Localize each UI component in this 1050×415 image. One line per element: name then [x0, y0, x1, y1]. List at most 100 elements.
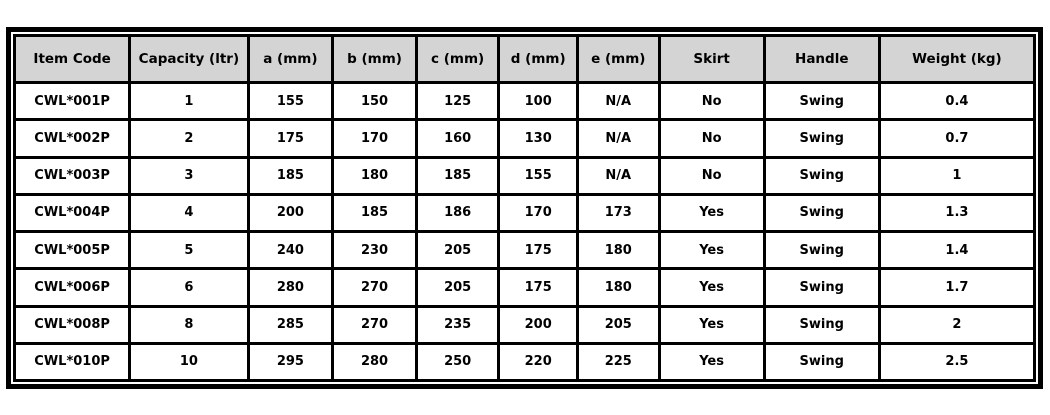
table-cell: 3 — [128, 155, 250, 196]
table-cell: 205 — [414, 229, 501, 271]
column-header: b (mm) — [331, 34, 418, 84]
table-cell: Swing — [762, 118, 881, 159]
table-row: CWL*002P 2 175 170 160 130 N/A No Swing 0.7 — [12, 118, 1037, 159]
table-cell: 270 — [331, 267, 418, 308]
table-cell: 155 — [246, 80, 335, 122]
table-cell: Yes — [657, 229, 766, 271]
table-cell: 205 — [575, 304, 661, 345]
table-cell: CWL*005P — [12, 229, 132, 271]
table-cell: 280 — [331, 341, 418, 383]
column-header: Skirt — [657, 34, 766, 84]
table-cell: 0.4 — [877, 80, 1037, 122]
table-row: CWL*005P 5 240 230 205 175 180 Yes Swing 1.4 — [12, 229, 1037, 271]
column-header: a (mm) — [246, 34, 335, 84]
table-cell: 173 — [575, 192, 661, 234]
table-cell: 150 — [331, 80, 418, 122]
product-spec-table-frame: Item Code Capacity (ltr) a (mm) b (mm) c (mm… — [6, 27, 1043, 389]
table-cell: 5 — [128, 229, 250, 271]
product-spec-table: Item Code Capacity (ltr) a (mm) b (mm) c (mm… — [12, 34, 1037, 383]
table-cell: 185 — [246, 155, 335, 196]
column-header: Weight (kg) — [877, 34, 1037, 84]
table-cell: CWL*003P — [12, 155, 132, 196]
column-header: Handle — [762, 34, 881, 84]
table-row: CWL*006P 6 280 270 205 175 180 Yes Swing 1.7 — [12, 267, 1037, 308]
table-cell: 4 — [128, 192, 250, 234]
table-cell: 130 — [497, 118, 579, 159]
table-cell: Swing — [762, 229, 881, 271]
header-row: Item Code Capacity (ltr) a (mm) b (mm) c (mm… — [12, 34, 1037, 84]
table-cell: Yes — [657, 304, 766, 345]
column-header: Capacity (ltr) — [128, 34, 250, 84]
table-cell: 250 — [414, 341, 501, 383]
table-cell: 175 — [497, 267, 579, 308]
table-cell: No — [657, 155, 766, 196]
table-cell: 6 — [128, 267, 250, 308]
table-cell: 160 — [414, 118, 501, 159]
table-row: CWL*010P 10 295 280 250 220 225 Yes Swing 2.5 — [12, 341, 1037, 383]
table-cell: 185 — [414, 155, 501, 196]
table-cell: 240 — [246, 229, 335, 271]
table-cell: Yes — [657, 341, 766, 383]
table-cell: 185 — [331, 192, 418, 234]
table-cell: CWL*006P — [12, 267, 132, 308]
table-cell: 295 — [246, 341, 335, 383]
table-cell: Swing — [762, 192, 881, 234]
table-cell: 8 — [128, 304, 250, 345]
table-cell: 2 — [128, 118, 250, 159]
table-cell: 200 — [497, 304, 579, 345]
column-header: e (mm) — [575, 34, 661, 84]
table-cell: Yes — [657, 267, 766, 308]
table-cell: 170 — [331, 118, 418, 159]
table-cell: 230 — [331, 229, 418, 271]
table-cell: No — [657, 118, 766, 159]
table-cell: 186 — [414, 192, 501, 234]
table-cell: 205 — [414, 267, 501, 308]
table-cell: Swing — [762, 304, 881, 345]
table-cell: 1.7 — [877, 267, 1037, 308]
table-row: CWL*004P 4 200 185 186 170 173 Yes Swing 1.3 — [12, 192, 1037, 234]
table-cell: Swing — [762, 267, 881, 308]
table-cell: 180 — [575, 267, 661, 308]
table-cell: 180 — [575, 229, 661, 271]
table-cell: 2 — [877, 304, 1037, 345]
table-cell: Swing — [762, 341, 881, 383]
table-cell: 1.3 — [877, 192, 1037, 234]
table-cell: No — [657, 80, 766, 122]
table-cell: N/A — [575, 80, 661, 122]
table-cell: 235 — [414, 304, 501, 345]
table-cell: 1.4 — [877, 229, 1037, 271]
table-cell: CWL*004P — [12, 192, 132, 234]
table-cell: 180 — [331, 155, 418, 196]
table-cell: N/A — [575, 155, 661, 196]
table-cell: 175 — [246, 118, 335, 159]
table-cell: 170 — [497, 192, 579, 234]
table-row: CWL*003P 3 185 180 185 155 N/A No Swing 1 — [12, 155, 1037, 196]
table-cell: 2.5 — [877, 341, 1037, 383]
table-cell: 1 — [128, 80, 250, 122]
table-cell: 225 — [575, 341, 661, 383]
column-header: Item Code — [12, 34, 132, 84]
table-row: CWL*008P 8 285 270 235 200 205 Yes Swing 2 — [12, 304, 1037, 345]
table-cell: Yes — [657, 192, 766, 234]
table-cell: 200 — [246, 192, 335, 234]
table-cell: 220 — [497, 341, 579, 383]
table-cell: 1 — [877, 155, 1037, 196]
table-cell: 125 — [414, 80, 501, 122]
table-cell: 155 — [497, 155, 579, 196]
table-row: CWL*001P 1 155 150 125 100 N/A No Swing 0.4 — [12, 80, 1037, 122]
table-cell: 100 — [497, 80, 579, 122]
table-cell: 0.7 — [877, 118, 1037, 159]
table-cell: CWL*001P — [12, 80, 132, 122]
table-cell: CWL*010P — [12, 341, 132, 383]
column-header: c (mm) — [414, 34, 501, 84]
table-cell: 10 — [128, 341, 250, 383]
table-cell: Swing — [762, 155, 881, 196]
table-cell: 270 — [331, 304, 418, 345]
column-header: d (mm) — [497, 34, 579, 84]
table-cell: Swing — [762, 80, 881, 122]
table-cell: CWL*002P — [12, 118, 132, 159]
table-cell: 175 — [497, 229, 579, 271]
table-cell: 280 — [246, 267, 335, 308]
table-cell: CWL*008P — [12, 304, 132, 345]
